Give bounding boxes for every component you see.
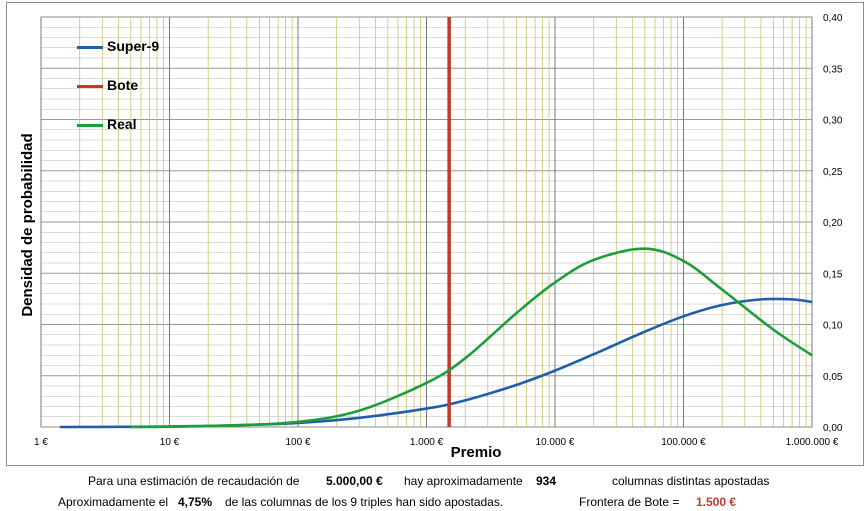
y-tick-label: 0,25	[823, 167, 843, 178]
footer-columnas: 934	[536, 474, 557, 488]
legend-swatch-super9	[77, 46, 103, 49]
footer-recaudacion: 5.000,00 €	[326, 474, 383, 488]
x-tick-label: 100.000 €	[661, 437, 706, 448]
footer-porcentaje: 4,75%	[178, 495, 213, 509]
footer: Para una estimación de recaudación de 5.…	[0, 466, 868, 511]
footer-line1-prefix: Para una estimación de recaudación de	[88, 474, 300, 488]
y-tick-label: 0,20	[823, 218, 843, 229]
x-tick-label: 100 €	[285, 437, 310, 448]
legend-swatch-real	[77, 124, 103, 127]
y-tick-label: 0,05	[823, 372, 843, 383]
y-tick-label: 0,00	[823, 423, 843, 434]
legend-swatch-bote	[77, 85, 103, 88]
footer-line1-middle: hay aproximadamente	[404, 474, 523, 488]
tick-layer: 1 € 10 € 100 € 1.000 € 10.000 € 100.000 € 1.00…	[34, 13, 843, 448]
x-tick-label: 1.000.000 €	[786, 437, 839, 448]
chart-svg: 1 € 10 € 100 € 1.000 € 10.000 € 100.000 € 1.00…	[19, 13, 843, 461]
footer-line2-prefix: Aproximadamente el	[58, 495, 169, 509]
y-tick-label: 0,40	[823, 13, 843, 24]
x-tick-label: 10.000 €	[536, 437, 575, 448]
footer-frontera-value: 1.500 €	[696, 495, 737, 509]
series-layer	[59, 17, 813, 429]
footer-line1-suffix: columnas distintas apostadas	[612, 474, 770, 488]
footer-line2-middle: de las columnas de los 9 triples han sid…	[225, 495, 504, 509]
legend-label-bote: Bote	[107, 77, 139, 93]
y-tick-label: 0,10	[823, 321, 843, 332]
grid-layer	[40, 16, 813, 428]
legend-label-super9: Super-9	[107, 38, 160, 54]
y-axis-title: Densidad de probabilidad	[19, 133, 36, 316]
y-tick-label: 0,15	[823, 269, 843, 280]
y-tick-label: 0,35	[823, 64, 843, 75]
chart-frame: 1 € 10 € 100 € 1.000 € 10.000 € 100.000 € 1.00…	[6, 2, 864, 466]
legend-label-real: Real	[107, 116, 137, 132]
x-tick-label: 10 €	[160, 437, 180, 448]
footer-frontera-label: Frontera de Bote =	[579, 495, 680, 509]
x-tick-label: 1 €	[34, 437, 48, 448]
y-tick-label: 0,30	[823, 116, 843, 127]
series-line-real	[130, 247, 813, 429]
x-axis-title: Premio	[451, 444, 502, 461]
x-tick-label: 1.000 €	[410, 437, 444, 448]
